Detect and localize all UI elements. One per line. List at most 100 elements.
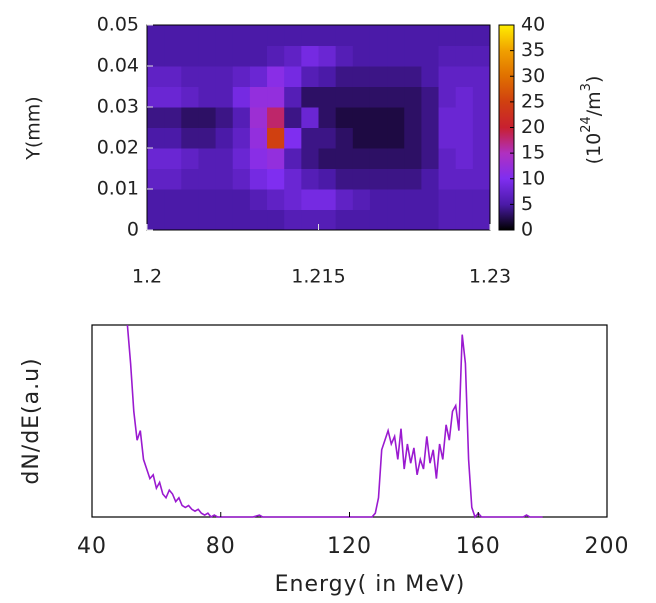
heatmap-cell	[249, 45, 268, 67]
heatmap-cell	[404, 209, 422, 231]
heatmap-cell	[404, 45, 422, 67]
heatmap-cell	[198, 107, 217, 128]
colorbar-label-part: 3	[579, 83, 594, 91]
heatmap-cell	[455, 189, 474, 210]
colorbar-tick-label: 20	[521, 116, 545, 138]
heatmap-cell	[352, 25, 371, 46]
heatmap-cell	[267, 86, 285, 108]
heatmap-cell	[198, 189, 217, 210]
heatmap-cell	[284, 209, 302, 231]
heatmap-cell	[455, 168, 474, 190]
colorbar-tick-label: 35	[521, 39, 545, 61]
heatmap-cell	[301, 66, 319, 87]
heatmap-cell	[455, 107, 474, 128]
heatmap-cell	[284, 66, 302, 87]
heatmap-cell	[232, 66, 251, 87]
heatmap-cell	[472, 168, 491, 190]
heatmap-cell	[387, 209, 405, 231]
heatmap-cell	[404, 189, 422, 210]
heatmap-cell	[421, 127, 440, 149]
heatmap-cell	[352, 209, 371, 231]
heatmap-cell	[318, 66, 337, 87]
y-tick-label: 0.02	[97, 137, 139, 159]
heatmap-cell	[164, 209, 182, 231]
heatmap-cell	[198, 209, 217, 231]
heatmap-cell	[335, 66, 354, 87]
y-tick-label: 0.03	[97, 96, 139, 118]
heatmap-cell	[164, 127, 182, 149]
heatmap-cell	[472, 148, 491, 169]
heatmap-cell	[318, 168, 337, 190]
heatmap-cell	[249, 189, 268, 210]
heatmap-cell	[369, 45, 388, 67]
heatmap-cell	[421, 189, 440, 210]
heatmap-cell	[318, 86, 337, 108]
heatmap-cell	[438, 209, 457, 231]
heatmap-cell	[421, 209, 440, 231]
colorbar-label-part: 24	[579, 116, 594, 133]
heatmap-cell	[335, 148, 354, 169]
heatmap-cell	[164, 25, 182, 46]
heatmap-cell	[455, 148, 474, 169]
heatmap-cell	[301, 189, 319, 210]
heatmap-cell	[387, 148, 405, 169]
heatmap-cell	[472, 189, 491, 210]
heatmap-cell	[181, 86, 199, 108]
plot-frame	[91, 324, 608, 518]
heatmap-cell	[181, 168, 199, 190]
heatmap-cell	[147, 127, 165, 149]
heatmap-cell	[249, 107, 268, 128]
x-tick-label: 120	[327, 534, 372, 559]
heatmap-cell	[249, 168, 268, 190]
heatmap-cell	[335, 127, 354, 149]
heatmap-cell	[284, 45, 302, 67]
heatmap-cell	[164, 148, 182, 169]
heatmap-cell	[249, 209, 268, 231]
heatmap-cell	[147, 107, 165, 128]
x-tick-label: 1.2	[132, 266, 162, 288]
heatmap-cell	[335, 168, 354, 190]
heatmap-cell	[249, 66, 268, 87]
heatmap-cell	[438, 168, 457, 190]
heatmap-cell	[249, 127, 268, 149]
heatmap-cell	[455, 66, 474, 87]
heatmap-cell	[404, 107, 422, 128]
heatmap-cell	[387, 189, 405, 210]
heatmap-cell	[404, 25, 422, 46]
heatmap-cell	[404, 66, 422, 87]
heatmap-cell	[232, 107, 251, 128]
heatmap-cell	[421, 107, 440, 128]
heatmap-cell	[232, 148, 251, 169]
heatmap-cell	[438, 107, 457, 128]
colorbar-tick-label: 15	[521, 142, 545, 164]
heatmap-cell	[198, 168, 217, 190]
heatmap-cell	[318, 148, 337, 169]
heatmap-cell	[232, 209, 251, 231]
heatmap-cell	[455, 45, 474, 67]
heatmap-cell	[438, 45, 457, 67]
spectrum-line	[126, 324, 543, 519]
heatmap-cell	[438, 148, 457, 169]
heatmap-cell	[267, 148, 285, 169]
heatmap-cell	[284, 25, 302, 46]
heatmap-cell	[387, 107, 405, 128]
heatmap-cell	[404, 127, 422, 149]
heatmap-cell	[352, 45, 371, 67]
heatmap-cell	[147, 25, 165, 46]
y-tick-label: 0.01	[97, 178, 139, 200]
x-tick-label: 160	[456, 534, 501, 559]
heatmap-cell	[232, 189, 251, 210]
heatmap-cell	[232, 45, 251, 67]
x-tick-label: 200	[585, 534, 630, 559]
heatmap-cell	[472, 209, 491, 231]
heatmap-cell	[181, 189, 199, 210]
heatmap-cell	[249, 148, 268, 169]
heatmap-cell	[215, 45, 234, 67]
line-y-label: dN/dE(a.u)	[19, 357, 44, 484]
heatmap-cell	[267, 66, 285, 87]
heatmap-cell	[284, 107, 302, 128]
heatmap-cell	[267, 189, 285, 210]
heatmap-cell	[455, 86, 474, 108]
heatmap-cell	[438, 127, 457, 149]
heatmap-cell	[387, 86, 405, 108]
